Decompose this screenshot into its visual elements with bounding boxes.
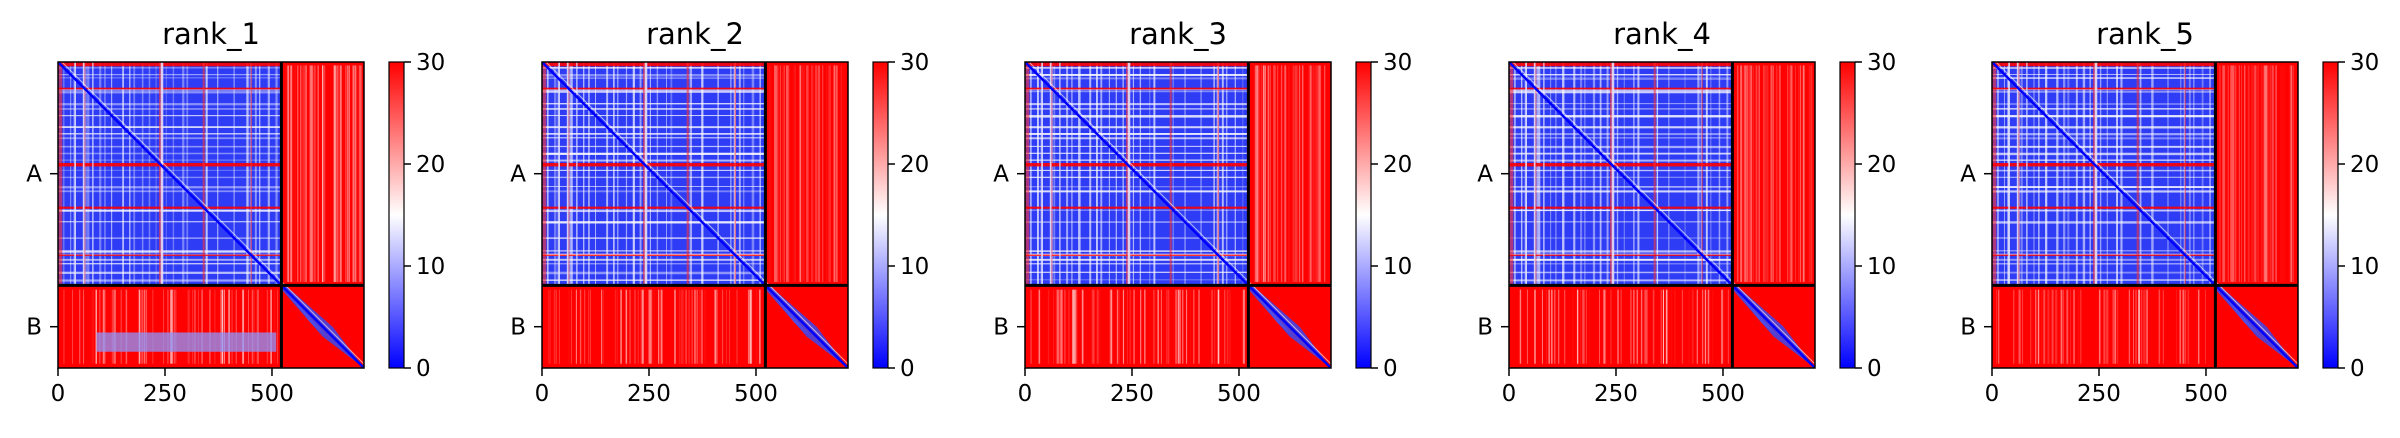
heatmap-panel-4: rank_4 0 250 500 A B 0 10 20 30 xyxy=(1477,17,1896,407)
x-tick-label: 250 xyxy=(1594,381,1638,407)
colorbar-tick-label: 30 xyxy=(416,50,445,76)
x-tick-label: 500 xyxy=(1701,381,1745,407)
y-tick-label: A xyxy=(1477,162,1493,188)
colorbar-tick-label: 30 xyxy=(1383,50,1412,76)
panel-title: rank_3 xyxy=(1129,17,1227,51)
x-tick-label: 250 xyxy=(2077,381,2121,407)
colorbar-tick-label: 0 xyxy=(1383,356,1398,382)
heatmap-image xyxy=(1025,62,1331,368)
colorbar-tick-label: 20 xyxy=(416,152,445,178)
heatmap-image xyxy=(1509,62,1815,368)
colorbar-tick-label: 20 xyxy=(1867,152,1896,178)
axes-frame xyxy=(541,61,849,369)
colorbar xyxy=(872,61,889,369)
panel-title: rank_2 xyxy=(646,17,744,51)
y-tick-label: A xyxy=(26,162,42,188)
colorbar xyxy=(1839,61,1856,369)
panel-title: rank_5 xyxy=(2096,17,2194,51)
x-tick-label: 250 xyxy=(627,381,671,407)
y-tick-label: B xyxy=(26,315,42,341)
x-tick-label: 500 xyxy=(1217,381,1261,407)
x-tick-label: 250 xyxy=(143,381,187,407)
heatmap-panel-2: rank_2 0 250 500 A B 0 10 20 30 xyxy=(510,17,929,407)
x-tick-label: 500 xyxy=(734,381,778,407)
x-tick-label: 0 xyxy=(1502,381,1517,407)
y-tick-label: B xyxy=(510,315,526,341)
colorbar-tick-label: 0 xyxy=(900,356,915,382)
y-tick-label: B xyxy=(1960,315,1976,341)
y-tick-label: A xyxy=(510,162,526,188)
colorbar-tick-label: 30 xyxy=(1867,50,1896,76)
colorbar xyxy=(388,61,405,369)
colorbar-tick-label: 10 xyxy=(900,254,929,280)
y-tick-label: A xyxy=(993,162,1009,188)
colorbar-tick-label: 10 xyxy=(2350,254,2379,280)
colorbar-tick-label: 0 xyxy=(1867,356,1882,382)
colorbar-tick-label: 20 xyxy=(1383,152,1412,178)
x-tick-label: 250 xyxy=(1110,381,1154,407)
colorbar-tick-label: 10 xyxy=(416,254,445,280)
colorbar-tick-label: 20 xyxy=(900,152,929,178)
axes-frame xyxy=(1024,61,1332,369)
colorbar-tick-label: 0 xyxy=(2350,356,2365,382)
x-tick-label: 0 xyxy=(535,381,550,407)
colorbar-tick-label: 10 xyxy=(1867,254,1896,280)
colorbar-tick-label: 10 xyxy=(1383,254,1412,280)
colorbar xyxy=(2322,61,2339,369)
heatmap-image xyxy=(542,62,848,368)
x-tick-label: 0 xyxy=(1018,381,1033,407)
heatmap-panel-5: rank_5 0 250 500 A B 0 10 20 30 xyxy=(1960,17,2379,407)
axes-frame xyxy=(1508,61,1816,369)
x-tick-label: 500 xyxy=(2184,381,2228,407)
x-tick-label: 0 xyxy=(51,381,66,407)
x-tick-label: 500 xyxy=(250,381,294,407)
heatmap-image xyxy=(1992,62,2298,368)
x-tick-label: 0 xyxy=(1985,381,2000,407)
axes-frame xyxy=(57,61,365,369)
colorbar-tick-label: 30 xyxy=(900,50,929,76)
panel-title: rank_1 xyxy=(162,17,260,51)
colorbar xyxy=(1355,61,1372,369)
y-tick-label: A xyxy=(1960,162,1976,188)
colorbar-tick-label: 0 xyxy=(416,356,431,382)
colorbar-tick-label: 30 xyxy=(2350,50,2379,76)
heatmap-image xyxy=(58,62,364,368)
panel-title: rank_4 xyxy=(1613,17,1711,51)
y-tick-label: B xyxy=(993,315,1009,341)
axes-frame xyxy=(1991,61,2299,369)
heatmap-panel-3: rank_3 0 250 500 A B 0 10 20 30 xyxy=(993,17,1412,407)
y-tick-label: B xyxy=(1477,315,1493,341)
colorbar-tick-label: 20 xyxy=(2350,152,2379,178)
heatmap-panel-1: rank_1 0 250 500 A B 0 10 20 30 xyxy=(26,17,445,407)
